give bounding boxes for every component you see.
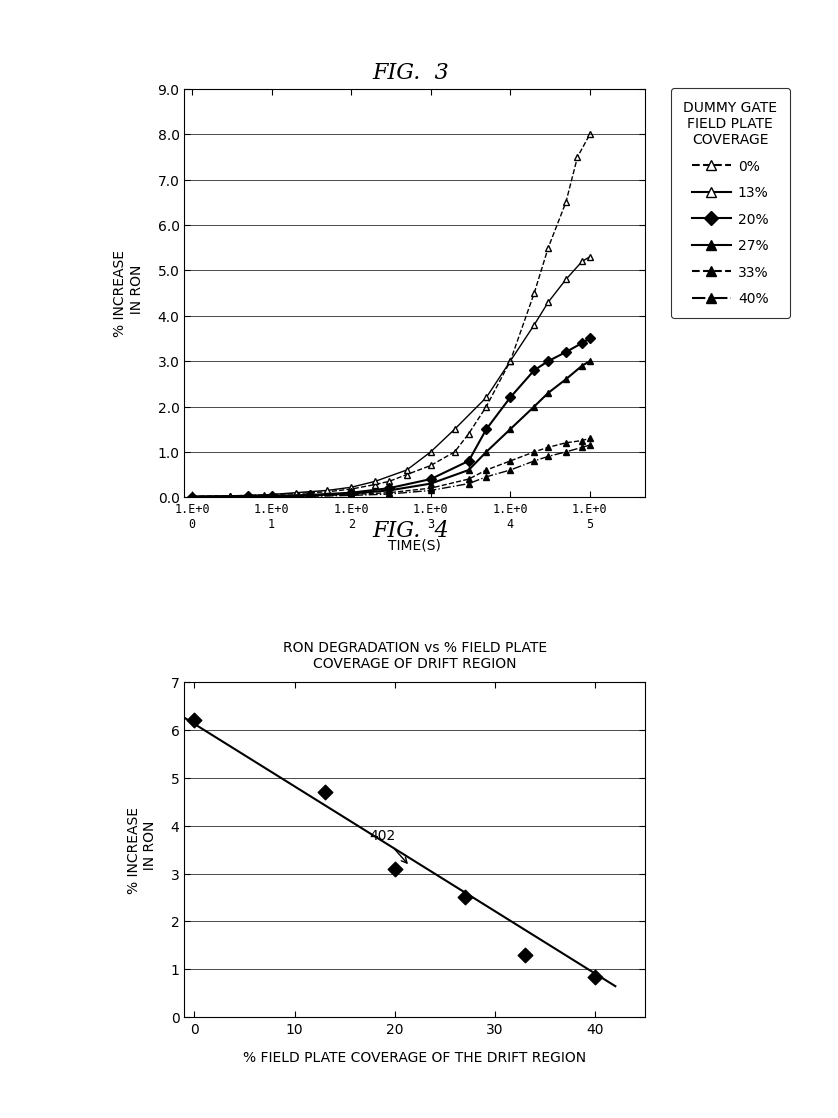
Text: 402: 402 <box>370 830 407 863</box>
Y-axis label: % INCREASE
  IN RON: % INCREASE IN RON <box>113 250 143 337</box>
Point <box>458 889 472 907</box>
Point <box>188 711 201 729</box>
Point <box>588 968 602 986</box>
Legend: 0%, 13%, 20%, 27%, 33%, 40%: 0%, 13%, 20%, 27%, 33%, 40% <box>670 88 789 319</box>
X-axis label: TIME(S): TIME(S) <box>388 539 442 552</box>
X-axis label: % FIELD PLATE COVERAGE OF THE DRIFT REGION: % FIELD PLATE COVERAGE OF THE DRIFT REGI… <box>243 1050 587 1064</box>
Point <box>388 860 401 878</box>
Text: FIG.  4: FIG. 4 <box>372 520 449 542</box>
Title: RON DEGRADATION vs % FIELD PLATE
COVERAGE OF DRIFT REGION: RON DEGRADATION vs % FIELD PLATE COVERAG… <box>282 641 547 671</box>
Point <box>519 946 532 964</box>
Y-axis label: % INCREASE
  IN RON: % INCREASE IN RON <box>127 806 157 893</box>
Text: FIG.  3: FIG. 3 <box>372 61 449 84</box>
Point <box>318 784 331 802</box>
